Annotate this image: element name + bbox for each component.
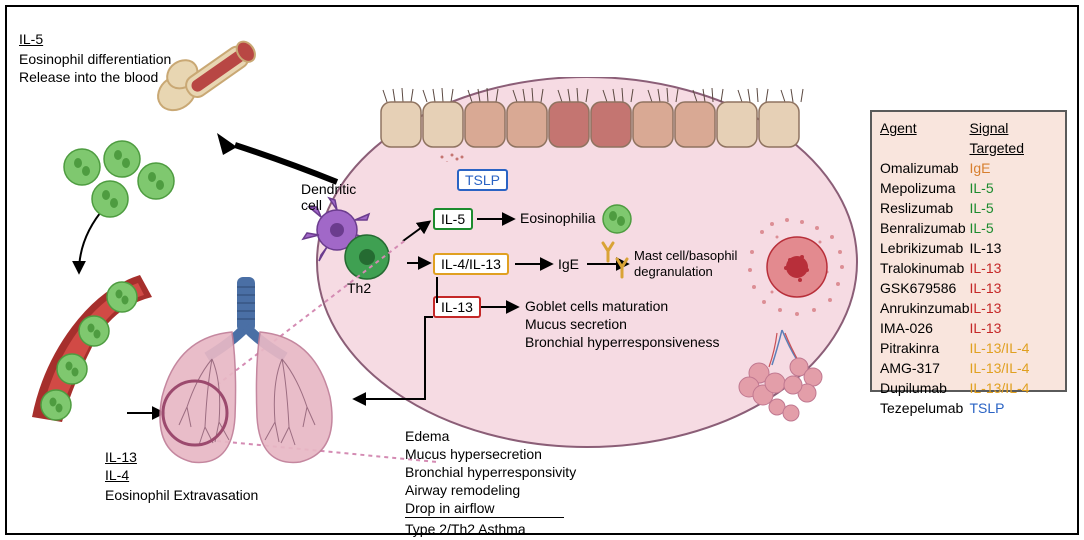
- agent-row: OmalizumabIgE: [880, 158, 1057, 178]
- lungs-icon: [137, 277, 357, 477]
- bottom-line: Drop in airflow: [405, 499, 564, 518]
- bottom-line: Bronchial hyperresponsivity: [405, 463, 576, 481]
- agent-row: IMA-026IL-13: [880, 318, 1057, 338]
- diagram-frame: TSLP IL-5 IL-4/IL-13 IL-13: [5, 5, 1079, 535]
- mast-label2: degranulation: [634, 264, 713, 279]
- eosinophil-icon: [601, 203, 633, 235]
- agent-signal: IL-5: [970, 178, 1058, 198]
- agent-row: GSK679586IL-13: [880, 278, 1057, 298]
- agent-signal: IL-13/IL-4: [970, 338, 1058, 358]
- signal-header: Signal Targeted: [970, 118, 1058, 158]
- eosinophilia-label: Eosinophilia: [520, 210, 596, 226]
- il13-header: IL-13: [105, 449, 137, 465]
- agent-name: Dupilumab: [880, 378, 970, 398]
- agent-signal: TSLP: [970, 398, 1058, 418]
- bottom-title: Type 2/Th2 Asthma: [405, 520, 576, 538]
- agent-row: DupilumabIL-13/IL-4: [880, 378, 1057, 398]
- agent-signal: IL-5: [970, 198, 1058, 218]
- agent-signal: IL-13: [970, 298, 1058, 318]
- agent-row: TezepelumabTSLP: [880, 398, 1057, 418]
- bottom-line: Edema: [405, 427, 576, 445]
- agent-name: Mepolizuma: [880, 178, 970, 198]
- agent-row: TralokinumabIL-13: [880, 258, 1057, 278]
- agent-name: AMG-317: [880, 358, 970, 378]
- agent-name: Lebrikizumab: [880, 238, 970, 258]
- agent-header: Agent: [880, 118, 970, 158]
- agent-signal: IL-13: [970, 318, 1058, 338]
- bhr-label: Bronchial hyperresponsiveness: [525, 334, 720, 350]
- ige-label: IgE: [558, 256, 579, 272]
- agent-name: Benralizumab: [880, 218, 970, 238]
- agent-signal: IgE: [970, 158, 1058, 178]
- bottom-line: Airway remodeling: [405, 481, 576, 499]
- agent-table: Agent Signal Targeted OmalizumabIgEMepol…: [870, 110, 1067, 392]
- il4-header: IL-4: [105, 467, 129, 483]
- agent-row: AMG-317IL-13/IL-4: [880, 358, 1057, 378]
- agent-name: IMA-026: [880, 318, 970, 338]
- agent-row: PitrakinraIL-13/IL-4: [880, 338, 1057, 358]
- mast-cell-icon: [742, 212, 852, 322]
- agent-signal: IL-13: [970, 238, 1058, 258]
- agent-signal: IL-13/IL-4: [970, 378, 1058, 398]
- agent-signal: IL-13/IL-4: [970, 358, 1058, 378]
- agent-name: Pitrakinra: [880, 338, 970, 358]
- mast-label1: Mast cell/basophil: [634, 248, 737, 263]
- agent-row: ReslizumabIL-5: [880, 198, 1057, 218]
- agent-signal: IL-13: [970, 258, 1058, 278]
- agent-signal: IL-13: [970, 278, 1058, 298]
- dendritic-label2: cell: [301, 197, 322, 213]
- agent-name: Anrukinzumab: [880, 298, 970, 318]
- goblet-label: Goblet cells maturation: [525, 298, 668, 314]
- agent-row: MepolizumaIL-5: [880, 178, 1057, 198]
- eosinophil-cluster-icon: [52, 137, 182, 227]
- agent-name: Reslizumab: [880, 198, 970, 218]
- extravasation-label: Eosinophil Extravasation: [105, 487, 258, 503]
- bone-marrow-icon: [147, 29, 287, 149]
- dendritic-label1: Dendritic: [301, 181, 356, 197]
- mucus-sec-label: Mucus secretion: [525, 316, 627, 332]
- agent-name: Tralokinumab: [880, 258, 970, 278]
- agent-signal: IL-5: [970, 218, 1058, 238]
- il5-header: IL-5: [19, 31, 43, 47]
- il5-line2: Release into the blood: [19, 69, 158, 85]
- alveoli-icon: [727, 325, 837, 425]
- agent-row: LebrikizumabIL-13: [880, 238, 1057, 258]
- bottom-line: Mucus hypersecretion: [405, 445, 576, 463]
- agent-name: Omalizumab: [880, 158, 970, 178]
- il5-line1: Eosinophil differentiation: [19, 51, 171, 67]
- agent-name: GSK679586: [880, 278, 970, 298]
- agent-row: BenralizumabIL-5: [880, 218, 1057, 238]
- agent-row: AnrukinzumabIL-13: [880, 298, 1057, 318]
- ige-antibody-icon: [595, 237, 635, 287]
- agent-name: Tezepelumab: [880, 398, 970, 418]
- bottom-effects-list: Edema Mucus hypersecretion Bronchial hyp…: [405, 427, 576, 538]
